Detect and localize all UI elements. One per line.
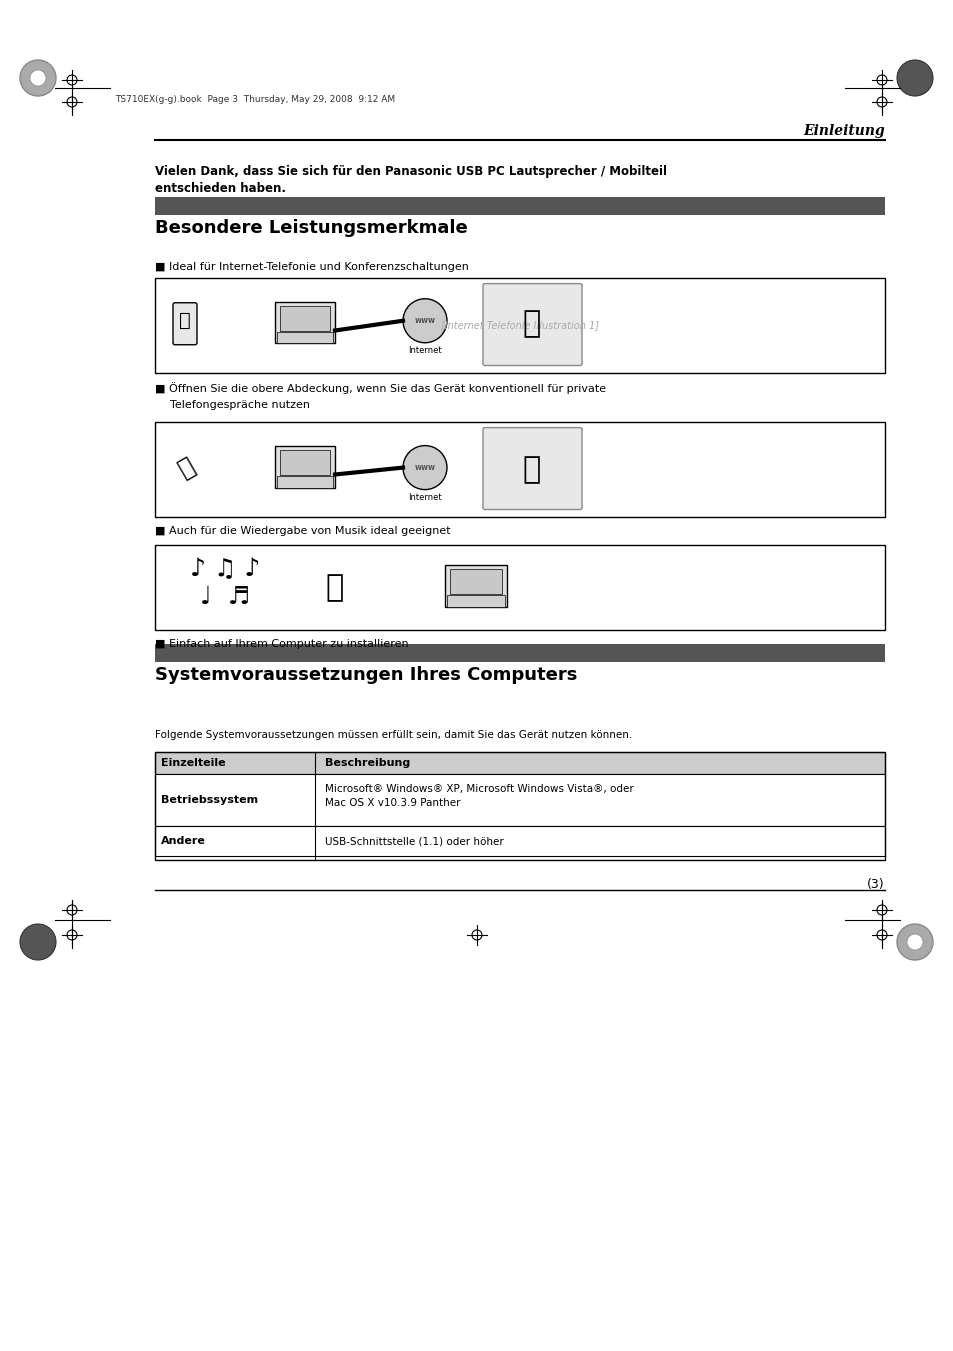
- Text: 📱: 📱: [179, 311, 191, 330]
- FancyBboxPatch shape: [280, 305, 330, 331]
- FancyBboxPatch shape: [280, 450, 330, 474]
- FancyBboxPatch shape: [450, 569, 501, 594]
- Text: 👤: 👤: [522, 309, 540, 338]
- FancyBboxPatch shape: [172, 303, 196, 345]
- Circle shape: [896, 59, 932, 96]
- Text: (3): (3): [866, 878, 884, 892]
- FancyBboxPatch shape: [276, 476, 333, 488]
- Text: Einleitung: Einleitung: [802, 124, 884, 138]
- Text: ■ Auch für die Wiedergabe von Musik ideal geeignet: ■ Auch für die Wiedergabe von Musik idea…: [154, 526, 450, 536]
- Circle shape: [20, 59, 56, 96]
- Text: 👤: 👤: [522, 455, 540, 484]
- Text: Beschreibung: Beschreibung: [325, 758, 410, 767]
- Text: [Internet Telefonie Illustration 1]: [Internet Telefonie Illustration 1]: [440, 320, 598, 331]
- FancyBboxPatch shape: [274, 446, 335, 488]
- FancyBboxPatch shape: [482, 428, 581, 509]
- Text: ■ Ideal für Internet-Telefonie und Konferenzschaltungen: ■ Ideal für Internet-Telefonie und Konfe…: [154, 262, 468, 272]
- Text: Systemvoraussetzungen Ihres Computers: Systemvoraussetzungen Ihres Computers: [154, 666, 577, 684]
- Text: USB-Schnittstelle (1.1) oder höher: USB-Schnittstelle (1.1) oder höher: [325, 836, 503, 846]
- Text: Internet: Internet: [408, 493, 441, 503]
- FancyBboxPatch shape: [154, 544, 884, 630]
- FancyBboxPatch shape: [274, 301, 335, 343]
- FancyBboxPatch shape: [482, 284, 581, 366]
- Circle shape: [20, 924, 56, 961]
- Text: Microsoft® Windows® XP, Microsoft Windows Vista®, oder
Mac OS X v10.3.9 Panther: Microsoft® Windows® XP, Microsoft Window…: [325, 784, 633, 808]
- Text: Betriebssystem: Betriebssystem: [161, 794, 258, 805]
- Text: Folgende Systemvoraussetzungen müssen erfüllt sein, damit Sie das Gerät nutzen k: Folgende Systemvoraussetzungen müssen er…: [154, 730, 632, 740]
- Circle shape: [906, 934, 923, 950]
- Text: Vielen Dank, dass Sie sich für den Panasonic USB PC Lautsprecher / Mobilteil
ent: Vielen Dank, dass Sie sich für den Panas…: [154, 165, 666, 195]
- Text: ♪ ♫ ♪
♩  ♬: ♪ ♫ ♪ ♩ ♬: [190, 558, 260, 609]
- FancyBboxPatch shape: [444, 565, 506, 607]
- Text: Internet: Internet: [408, 346, 441, 355]
- Text: ■ Öffnen Sie die obere Abdeckung, wenn Sie das Gerät konventionell für private: ■ Öffnen Sie die obere Abdeckung, wenn S…: [154, 382, 605, 394]
- Circle shape: [402, 446, 447, 489]
- Text: ■ Einfach auf Ihrem Computer zu installieren: ■ Einfach auf Ihrem Computer zu installi…: [154, 639, 408, 648]
- Text: Telefongespräche nutzen: Telefongespräche nutzen: [170, 400, 310, 409]
- Text: Andere: Andere: [161, 836, 206, 846]
- FancyBboxPatch shape: [154, 753, 884, 774]
- FancyBboxPatch shape: [154, 197, 884, 215]
- FancyBboxPatch shape: [154, 774, 884, 825]
- FancyBboxPatch shape: [154, 278, 884, 373]
- Circle shape: [30, 70, 46, 86]
- Text: www: www: [414, 316, 435, 326]
- FancyBboxPatch shape: [154, 422, 884, 517]
- Text: Besondere Leistungsmerkmale: Besondere Leistungsmerkmale: [154, 219, 467, 236]
- FancyBboxPatch shape: [154, 644, 884, 662]
- Text: 📻: 📻: [326, 573, 344, 603]
- Circle shape: [896, 924, 932, 961]
- Text: Einzelteile: Einzelteile: [161, 758, 226, 767]
- Text: TS710EX(g-g).book  Page 3  Thursday, May 29, 2008  9:12 AM: TS710EX(g-g).book Page 3 Thursday, May 2…: [115, 96, 395, 104]
- Text: 📞: 📞: [174, 454, 199, 482]
- Circle shape: [402, 299, 447, 343]
- Text: www: www: [414, 463, 435, 471]
- FancyBboxPatch shape: [154, 825, 884, 857]
- FancyBboxPatch shape: [447, 596, 504, 607]
- FancyBboxPatch shape: [276, 331, 333, 343]
